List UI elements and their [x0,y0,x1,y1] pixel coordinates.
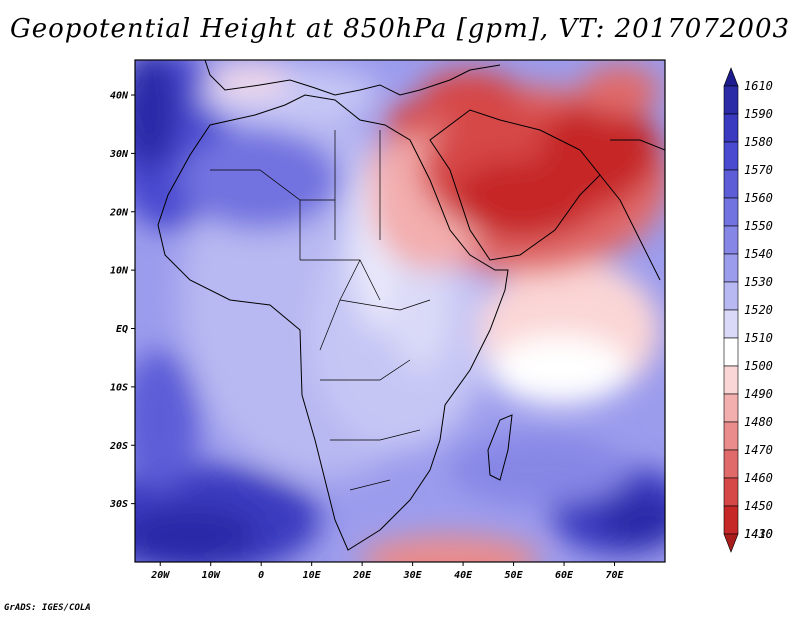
colorbar-label: 1540 [744,247,773,261]
grads-credit: GrADS: IGES/COLA [4,603,91,613]
lat-tick-label: 40N [110,91,129,102]
lat-tick-label: 10N [110,266,129,277]
lon-tick-label: 20W [150,570,170,581]
africa-outline [157,94,509,551]
lon-tick-label: 30E [403,570,423,581]
colorbar-segment [723,169,739,199]
lon-tick-label: 20E [352,570,372,581]
colorbar-segment [723,449,739,479]
lat-tick-label: 30S [109,499,128,510]
colorbar-segment [723,477,739,507]
lon-tick-label: 60E [555,570,574,581]
madagascar-outline [487,414,513,481]
lon-tick-label: 10W [202,570,221,581]
colorbar-bottom-triangle [723,533,739,553]
latitude-axis: 40N 30N 20N 10N EQ 10S 20S 30S [109,91,135,510]
colorbar-segment [723,421,739,451]
country-borders [210,130,431,491]
lat-tick-label: 20S [109,441,128,452]
colorbar-label: 1560 [744,191,773,205]
arabia-outline [429,109,601,261]
colorbar-label: 1580 [744,135,773,149]
colorbar-segment [723,505,739,535]
colorbar-label: 1450 [744,499,773,513]
colorbar-segment [723,309,739,339]
lon-tick-label: 10E [303,570,322,581]
colorbar-label: 1520 [744,303,773,317]
lon-tick-label: 50E [505,570,524,581]
colorbar-segment [723,253,739,283]
colorbar-label: 1410 [744,527,773,541]
colorbar-label: 1570 [744,163,773,177]
colorbar-label: 1550 [744,219,773,233]
lat-tick-label: 10S [110,382,128,393]
field-layer [135,60,665,562]
colorbar-label: 1460 [744,471,773,485]
colorbar-label: 1590 [744,107,773,121]
lon-tick-label: 70E [605,570,624,581]
colorbar-segment [723,113,739,143]
colorbar-segment [723,141,739,171]
lon-tick-label: 0 [258,570,264,581]
southasia-outline [599,139,665,281]
colorbar-label: 1480 [744,415,773,429]
field-shading [135,60,665,562]
colorbar-label: 1510 [744,331,773,345]
lat-tick-label: EQ [116,324,128,335]
colorbar-segment [723,225,739,255]
colorbar-label: 1430 [744,527,773,541]
colorbar-label: 1530 [744,275,773,289]
colorbar-label: 1500 [744,359,773,373]
colorbar-segment [723,85,739,115]
colorbar-segment [723,337,739,367]
colorbar: 1610 1590 1580 1570 1560 1550 1540 1530 1520 1510… [723,67,773,553]
map-title: Geopotential Height at 850hPa [gpm], VT:… [9,14,791,44]
colorbar-segment [723,393,739,423]
colorbar-segment [723,197,739,227]
lat-tick-label: 20N [109,207,129,218]
colorbar-label: 1470 [744,443,773,457]
colorbar-label: 1610 [744,79,773,93]
plot-frame [134,59,666,563]
colorbar-label: 1490 [744,387,773,401]
colorbar-segment [723,281,739,311]
lat-tick-label: 30N [109,149,129,160]
colorbar-top-triangle [723,67,739,87]
europe-outline [204,60,501,96]
colorbar-segment [723,365,739,395]
longitude-axis: 20W 10W 0 10E 20E 30E 40E 50E 60E 70E [150,562,625,581]
coastlines [157,60,665,551]
lon-tick-label: 40E [454,570,473,581]
